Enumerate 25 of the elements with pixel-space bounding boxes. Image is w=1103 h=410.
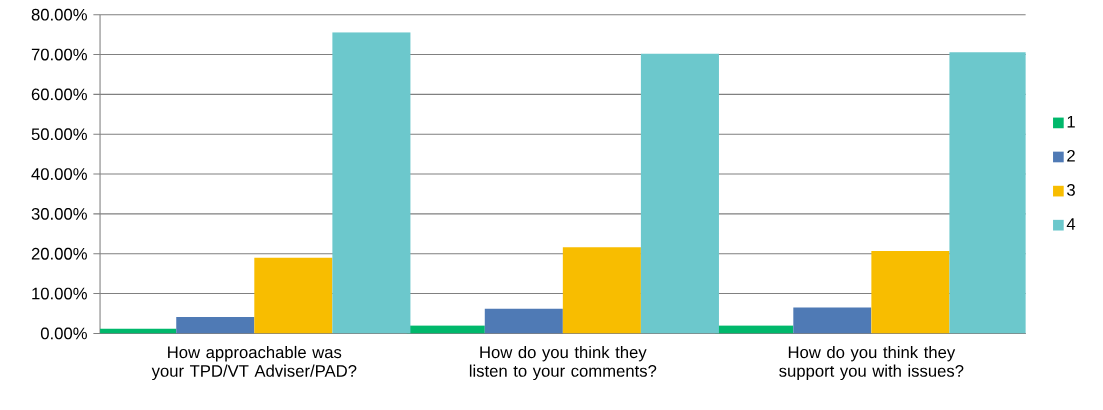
bar: [484, 308, 563, 334]
bar: [793, 307, 872, 334]
bar: [640, 53, 719, 334]
bar: [176, 317, 255, 334]
legend-label: 2: [1067, 149, 1075, 162]
y-tick-label: 0.00%: [40, 327, 87, 340]
y-tick-label: 80.00%: [31, 8, 87, 21]
x-tick-label: How approachable was your TPD/VT Adviser/PAD?: [151, 345, 357, 381]
y-tick-label: 40.00%: [31, 168, 87, 180]
bar: [871, 250, 950, 334]
y-tick-label: 10.00%: [32, 287, 87, 300]
bar: [332, 32, 411, 334]
bar: [949, 52, 1026, 334]
y-tick-label: 60.00%: [31, 88, 87, 101]
y-tick-label: 50.00%: [31, 128, 87, 141]
y-tick-label: 20.00%: [31, 247, 87, 260]
bar: [562, 247, 641, 334]
legend-label: 3: [1067, 184, 1075, 196]
x-tick-label: How do you think they support you with issues?: [779, 345, 964, 381]
y-tick-label: 70.00%: [31, 48, 87, 61]
y-tick-label: 30.00%: [31, 207, 87, 220]
legend-label: 4: [1066, 218, 1076, 230]
bar: [254, 257, 333, 334]
x-tick-label: How do you think they listen to your comments?: [469, 345, 657, 381]
legend-label: 1: [1067, 115, 1075, 128]
